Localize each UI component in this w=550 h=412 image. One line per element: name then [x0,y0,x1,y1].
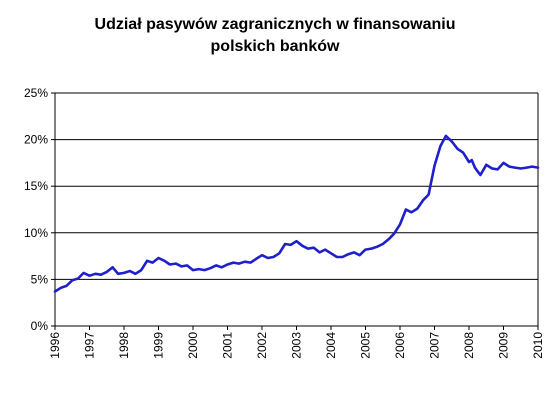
chart-title: Udział pasywów zagranicznych w finansowa… [0,14,550,58]
x-tick-label: 2000 [186,332,200,359]
y-tick-label: 25% [24,86,48,100]
x-tick-label: 1997 [83,332,97,359]
y-tick-label: 0% [31,319,49,333]
x-tick-label: 1998 [117,332,131,359]
x-tick-label: 1999 [152,332,166,359]
y-tick-label: 10% [24,226,48,240]
x-tick-label: 2006 [393,332,407,359]
x-tick-label: 2003 [290,332,304,359]
x-tick-label: 2001 [221,332,235,359]
y-tick-label: 15% [24,179,48,193]
chart-title-line1: Udział pasywów zagranicznych w finansowa… [94,16,456,33]
y-tick-label: 5% [31,272,49,286]
x-tick-label: 2010 [531,332,545,359]
chart-title-line2: polskich banków [210,38,340,55]
x-tick-label: 2008 [462,332,476,359]
x-tick-label: 2005 [359,332,373,359]
x-tick-label: 2002 [255,332,269,359]
x-tick-label: 1996 [48,332,62,359]
x-tick-label: 2007 [428,332,442,359]
y-tick-label: 20% [24,133,48,147]
x-tick-label: 2009 [497,332,511,359]
x-tick-label: 2004 [324,332,338,359]
series-line-0 [53,134,540,293]
